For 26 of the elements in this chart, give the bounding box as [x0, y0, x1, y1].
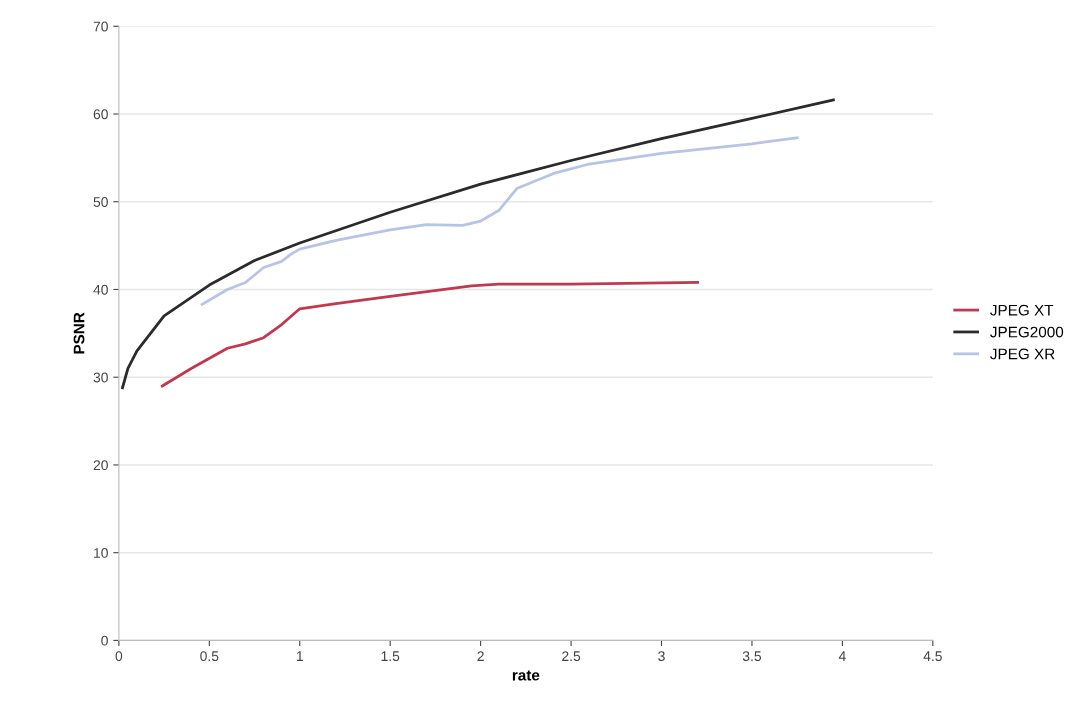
line-series — [160, 281, 700, 388]
x-tick-label: 2.5 — [562, 651, 581, 662]
x-tick-label: 3.5 — [742, 651, 762, 662]
y-axis-title: PSNR — [73, 312, 85, 354]
y-tick-label: 20 — [93, 460, 108, 471]
x-tick-label: 0.5 — [200, 651, 219, 662]
x-tick-label: 1.5 — [381, 651, 400, 662]
y-tick-label: 60 — [93, 109, 108, 120]
y-tick-label: 50 — [93, 197, 108, 207]
y-tick-label: 0 — [101, 635, 108, 646]
line-series — [200, 136, 799, 306]
x-tick-label: 2 — [477, 651, 484, 661]
x-axis-title: rate — [512, 670, 540, 681]
y-tick-label: 40 — [93, 284, 108, 295]
x-tick-label: 4 — [838, 651, 846, 661]
y-tick-label: 70 — [93, 21, 108, 32]
y-tick-label: 30 — [93, 372, 108, 383]
legend-label: JPEG XR — [990, 348, 1055, 360]
legend-label: JPEG XT — [990, 304, 1054, 316]
x-tick-label: 0 — [115, 651, 123, 662]
x-tick-label: 4.5 — [923, 651, 942, 662]
x-tick-label: 3 — [658, 651, 665, 662]
legend-label: JPEG2000 — [990, 326, 1064, 338]
line-series — [121, 98, 835, 390]
y-tick-label: 10 — [94, 548, 108, 558]
x-tick-label: 1 — [296, 651, 303, 661]
